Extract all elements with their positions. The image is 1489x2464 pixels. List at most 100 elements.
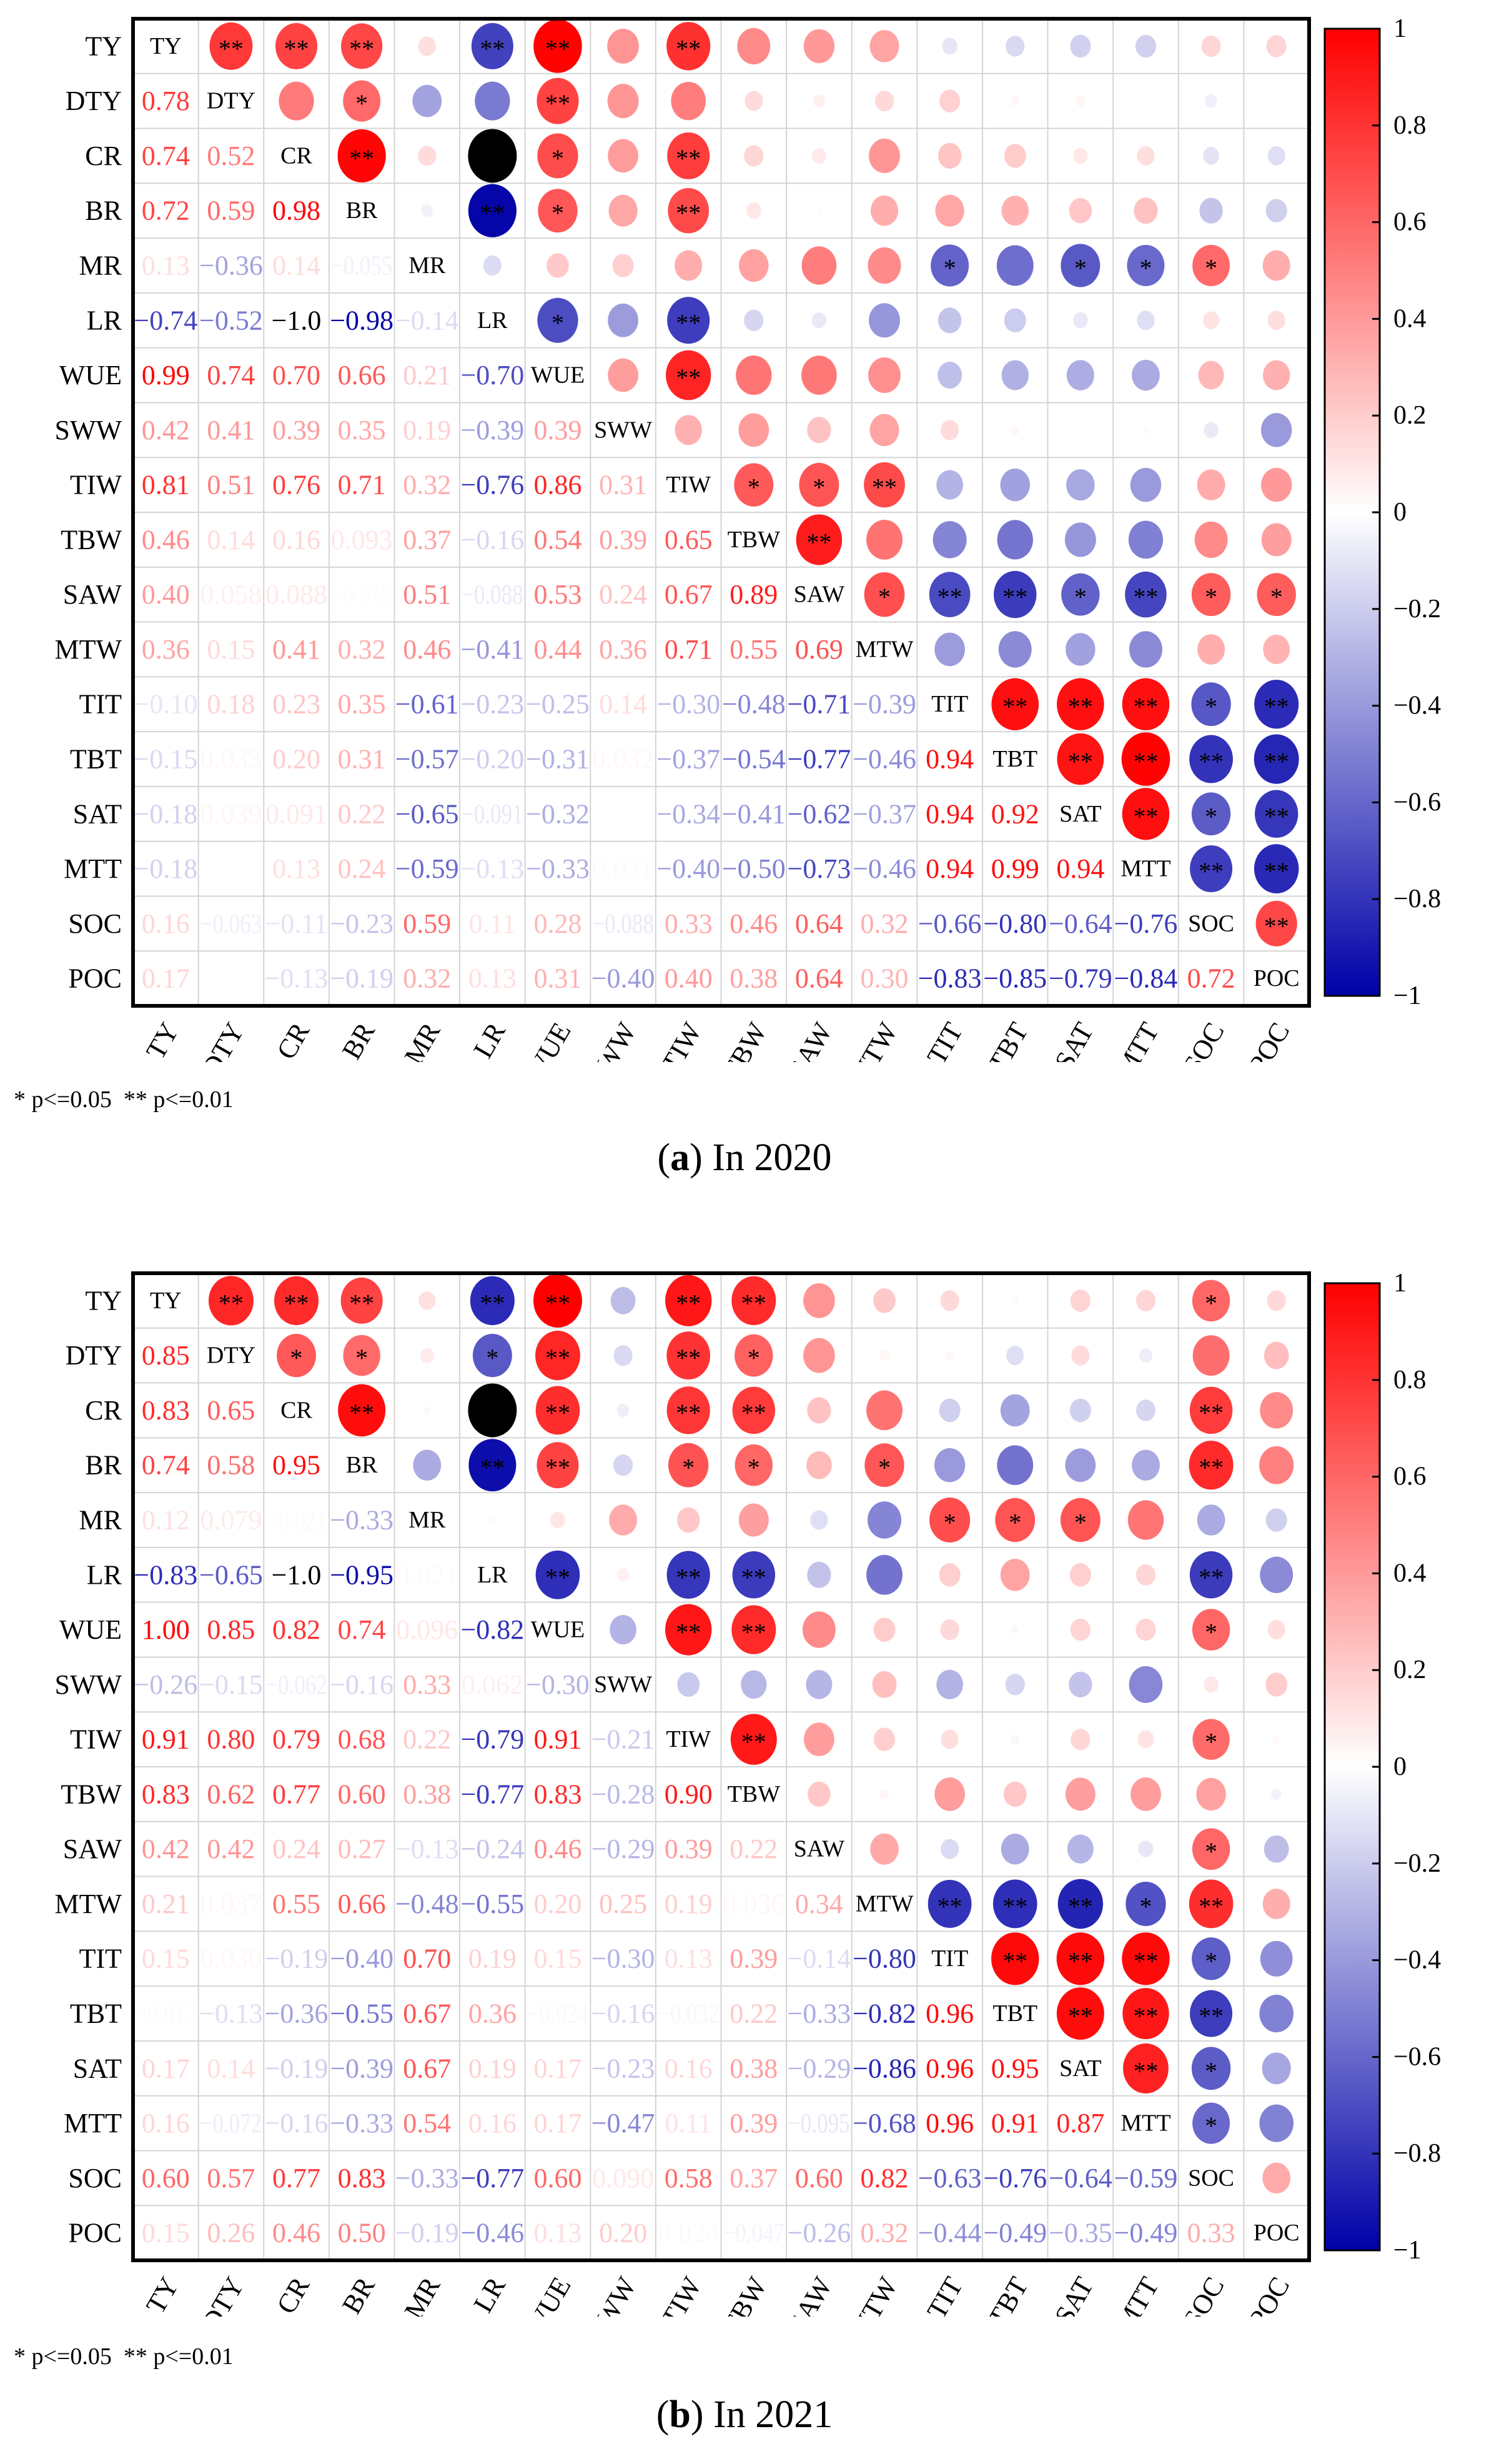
correlation-circle [937, 142, 962, 169]
correlation-value: 0.39 [665, 1834, 713, 1864]
correlation-circle [1066, 360, 1094, 390]
correlation-value: −0.95 [330, 1559, 393, 1590]
correlation-circle [1123, 2043, 1169, 2094]
correlation-value: −0.40 [656, 853, 720, 884]
significance-stars: ** [676, 1344, 701, 1372]
correlation-circle [940, 1290, 959, 1311]
correlation-value: −0.063 [200, 908, 262, 939]
correlation-value: 0.66 [338, 1889, 386, 1919]
correlation-value: 0.27 [338, 1834, 386, 1864]
correlation-circle [1012, 1297, 1019, 1304]
correlation-circle [1065, 1777, 1096, 1811]
correlation-value: −0.79 [1049, 963, 1112, 994]
correlation-value: −0.55 [460, 1889, 524, 1919]
correlation-circle [1076, 96, 1086, 107]
panel-caption-text: In 2021 [713, 2393, 833, 2436]
correlation-circle [343, 80, 381, 122]
significance-stars: ** [284, 1289, 309, 1317]
significance-stars: ** [545, 1399, 570, 1427]
correlation-value: 0.89 [730, 579, 778, 610]
correlation-circle [932, 521, 967, 559]
column-label: SOC [1177, 2272, 1230, 2317]
diagonal-label: MTW [856, 636, 914, 662]
correlation-value: −0.017 [135, 1999, 197, 2029]
correlation-circle [666, 350, 711, 400]
correlation-circle [738, 1503, 769, 1537]
correlation-circle [937, 307, 962, 334]
correlation-value: 0.33 [1187, 2218, 1235, 2248]
diagonal-label: MR [408, 1507, 446, 1533]
column-label: WUE [519, 1018, 577, 1063]
correlation-circle [870, 195, 899, 226]
correlation-value: 0.13 [272, 853, 320, 884]
significance-stars: ** [1002, 583, 1027, 611]
correlation-circle [537, 297, 578, 343]
correlation-value: 0.39 [272, 415, 320, 445]
correlation-circle [737, 27, 771, 65]
correlation-circle [937, 362, 962, 389]
correlation-circle [799, 462, 839, 507]
correlation-value: 0.058 [200, 579, 262, 610]
correlation-value: 0.87 [1056, 2108, 1104, 2139]
significance-stars: ** [1068, 2002, 1093, 2030]
correlation-circle [666, 1331, 711, 1380]
correlation-value: 0.53 [533, 579, 581, 610]
significance-stars: ** [1264, 802, 1289, 830]
row-label: LR [87, 305, 122, 335]
correlation-circle [1272, 1735, 1280, 1744]
colorbar-tick-label: 0.2 [1393, 401, 1427, 430]
correlation-circle [609, 1504, 637, 1536]
column-label: DTY [195, 2272, 250, 2317]
correlation-circle [666, 22, 711, 71]
correlation-circle [667, 297, 710, 344]
correlation-circle [1065, 1448, 1096, 1483]
correlation-value: 0.82 [272, 1614, 320, 1645]
correlation-circle [1267, 310, 1285, 330]
correlation-value: −0.65 [199, 1559, 263, 1590]
correlation-value: 0.91 [142, 1724, 190, 1755]
correlation-value: −0.11 [265, 908, 327, 939]
correlation-circle [1255, 900, 1297, 946]
significance-stars: ** [676, 34, 701, 62]
significance-stars: ** [545, 1344, 570, 1372]
correlation-circle [1135, 34, 1157, 58]
significance-stars: * [1074, 1509, 1087, 1537]
correlation-circle [468, 129, 517, 183]
correlation-value: 0.69 [795, 634, 843, 665]
correlation-value: 0.54 [533, 524, 581, 555]
significance-stars: ** [937, 1892, 962, 1920]
correlation-value: −0.19 [395, 2218, 459, 2248]
diagonal-label: TIW [666, 472, 711, 498]
column-label: TIT [921, 1017, 969, 1062]
significance-stars: * [1205, 1837, 1217, 1865]
significance-stars: ** [219, 34, 244, 62]
correlation-value: −0.39 [330, 2053, 393, 2084]
correlation-circle [420, 1348, 434, 1363]
significance-stars: ** [676, 199, 701, 227]
column-label: BR [336, 2272, 381, 2317]
correlation-circle [801, 246, 837, 285]
significance-stars: ** [1133, 693, 1158, 721]
correlation-circle [868, 357, 901, 394]
correlation-value: 0.062 [462, 1669, 523, 1700]
correlation-circle [941, 1729, 959, 1749]
correlation-circle [1138, 1841, 1154, 1857]
significance-stars: * [1205, 802, 1217, 830]
significance-stars: * [682, 1454, 695, 1482]
correlation-circle [735, 1444, 773, 1486]
correlation-value: −0.33 [330, 2108, 393, 2139]
correlation-value: 0.14 [207, 524, 255, 555]
correlation-value: 0.58 [665, 2163, 713, 2193]
diagonal-label: SAW [794, 582, 845, 608]
correlation-value: −0.24 [460, 1834, 524, 1864]
significance-stars: ** [1068, 1892, 1093, 1920]
correlation-value: 0.55 [730, 634, 778, 665]
row-label: TIW [70, 470, 122, 500]
correlation-value: −0.86 [853, 2053, 916, 2084]
correlation-value: 0.66 [338, 360, 386, 390]
correlation-value: −0.095 [788, 2108, 850, 2139]
row-label: TY [85, 1285, 122, 1316]
correlation-circle [275, 22, 318, 69]
correlation-circle [929, 572, 971, 617]
correlation-value: −0.13 [265, 963, 329, 994]
